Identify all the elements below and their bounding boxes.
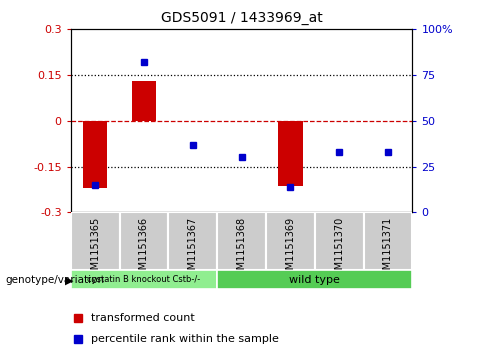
Text: wild type: wild type bbox=[289, 274, 340, 285]
Bar bbox=[364, 212, 412, 270]
Bar bbox=[168, 212, 217, 270]
Title: GDS5091 / 1433969_at: GDS5091 / 1433969_at bbox=[161, 11, 323, 25]
Bar bbox=[83, 121, 107, 188]
Text: GSM1151368: GSM1151368 bbox=[237, 216, 246, 282]
Bar bbox=[132, 81, 156, 121]
Text: genotype/variation: genotype/variation bbox=[5, 275, 104, 285]
Bar bbox=[217, 212, 266, 270]
Bar bbox=[217, 270, 412, 289]
Text: cystatin B knockout Cstb-/-: cystatin B knockout Cstb-/- bbox=[87, 275, 201, 284]
Text: GSM1151366: GSM1151366 bbox=[139, 216, 149, 282]
Text: GSM1151371: GSM1151371 bbox=[383, 216, 393, 282]
Bar bbox=[266, 212, 315, 270]
Bar bbox=[71, 270, 217, 289]
Text: GSM1151370: GSM1151370 bbox=[334, 216, 344, 282]
Text: GSM1151369: GSM1151369 bbox=[285, 216, 295, 282]
Bar bbox=[71, 212, 120, 270]
Text: ▶: ▶ bbox=[65, 275, 73, 285]
Text: GSM1151367: GSM1151367 bbox=[188, 216, 198, 282]
Text: percentile rank within the sample: percentile rank within the sample bbox=[91, 334, 279, 344]
Text: GSM1151365: GSM1151365 bbox=[90, 216, 100, 282]
Text: transformed count: transformed count bbox=[91, 313, 194, 323]
Bar bbox=[120, 212, 168, 270]
Bar bbox=[278, 121, 303, 186]
Bar bbox=[315, 212, 364, 270]
